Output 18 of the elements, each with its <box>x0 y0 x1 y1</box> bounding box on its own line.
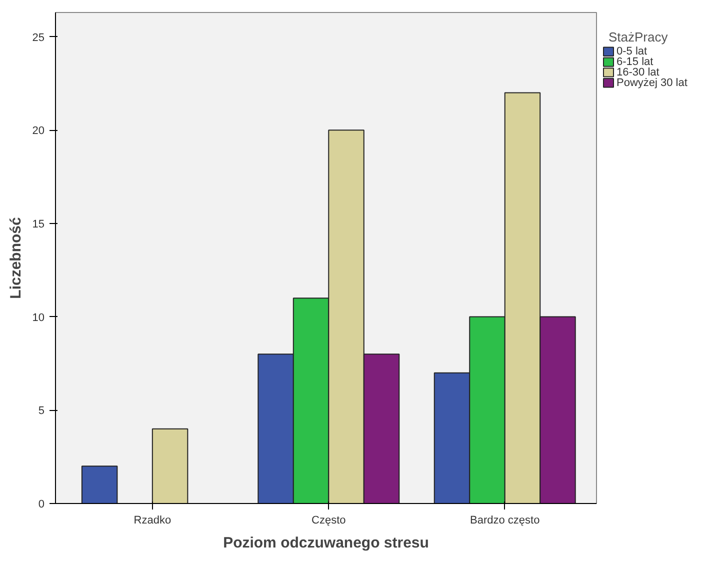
bar <box>152 428 188 504</box>
y-tick-label: 15 <box>32 218 45 230</box>
y-tick-label: 20 <box>32 125 45 138</box>
y-tick-label: 0 <box>38 498 45 510</box>
legend-label: Powyżej 30 lat <box>616 76 688 89</box>
x-tick-label: Często <box>312 514 346 526</box>
y-tick-label: 25 <box>32 32 45 44</box>
x-tick-label: Rzadko <box>134 514 172 526</box>
legend-label: 16-30 lat <box>616 66 660 78</box>
x-axis-title: Poziom odczuwanego stresu <box>223 534 429 552</box>
y-tick-label: 5 <box>38 405 45 418</box>
legend-label: 6-15 lat <box>616 56 654 68</box>
legend-title: StażPracy <box>608 29 668 44</box>
x-tick-label: Bardzo często <box>470 514 540 526</box>
bar <box>81 466 118 504</box>
legend-label: 0-5 lat <box>616 46 648 58</box>
y-axis-title: Liczebność <box>7 217 24 299</box>
y-tick-label: 10 <box>32 312 45 324</box>
